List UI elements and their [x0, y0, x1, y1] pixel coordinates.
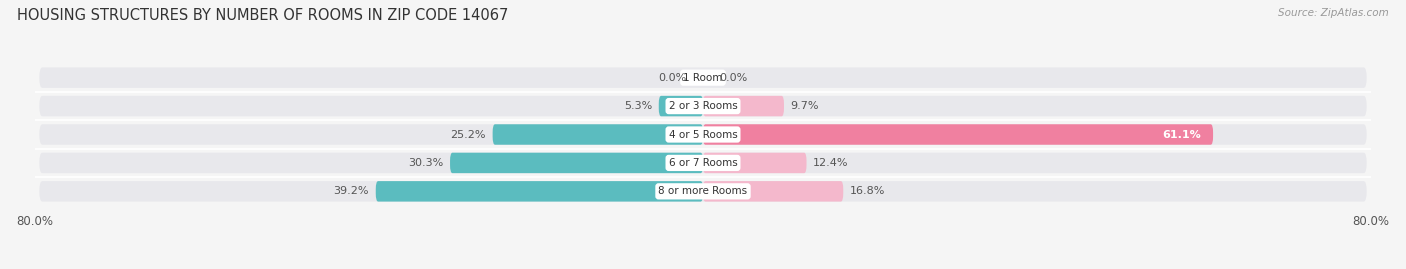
Text: 4 or 5 Rooms: 4 or 5 Rooms: [669, 129, 737, 140]
FancyBboxPatch shape: [450, 153, 703, 173]
FancyBboxPatch shape: [492, 124, 703, 145]
FancyBboxPatch shape: [703, 181, 844, 201]
Text: 25.2%: 25.2%: [450, 129, 486, 140]
FancyBboxPatch shape: [39, 96, 1367, 116]
FancyBboxPatch shape: [39, 68, 1367, 88]
FancyBboxPatch shape: [703, 96, 785, 116]
Text: 12.4%: 12.4%: [813, 158, 849, 168]
Text: 61.1%: 61.1%: [1161, 129, 1201, 140]
Text: 0.0%: 0.0%: [720, 73, 748, 83]
FancyBboxPatch shape: [703, 153, 807, 173]
Text: 2 or 3 Rooms: 2 or 3 Rooms: [669, 101, 737, 111]
Text: 16.8%: 16.8%: [849, 186, 886, 196]
FancyBboxPatch shape: [703, 124, 1213, 145]
Text: 9.7%: 9.7%: [790, 101, 820, 111]
Text: 5.3%: 5.3%: [624, 101, 652, 111]
Text: Source: ZipAtlas.com: Source: ZipAtlas.com: [1278, 8, 1389, 18]
Text: 30.3%: 30.3%: [408, 158, 443, 168]
Text: HOUSING STRUCTURES BY NUMBER OF ROOMS IN ZIP CODE 14067: HOUSING STRUCTURES BY NUMBER OF ROOMS IN…: [17, 8, 508, 23]
FancyBboxPatch shape: [39, 124, 1367, 145]
FancyBboxPatch shape: [39, 181, 1367, 201]
Text: 8 or more Rooms: 8 or more Rooms: [658, 186, 748, 196]
Text: 1 Room: 1 Room: [683, 73, 723, 83]
FancyBboxPatch shape: [39, 153, 1367, 173]
FancyBboxPatch shape: [659, 96, 703, 116]
Text: 6 or 7 Rooms: 6 or 7 Rooms: [669, 158, 737, 168]
Text: 39.2%: 39.2%: [333, 186, 368, 196]
Text: 0.0%: 0.0%: [658, 73, 686, 83]
FancyBboxPatch shape: [375, 181, 703, 201]
